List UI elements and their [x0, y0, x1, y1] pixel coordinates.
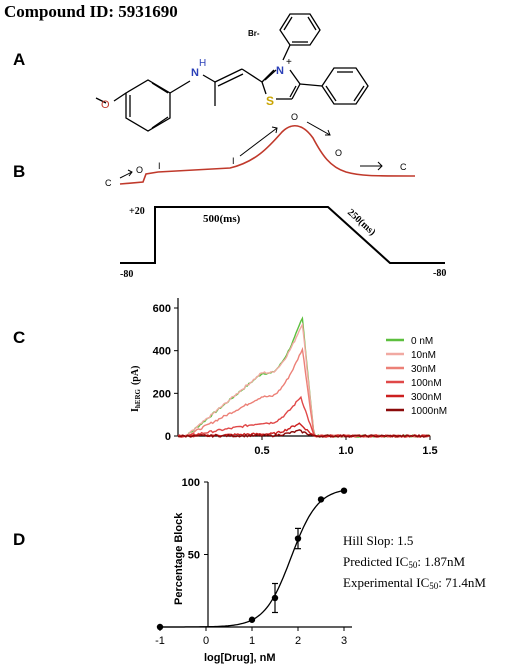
d-xtick-label: 3: [341, 635, 347, 647]
c-xtick-label: 0.5: [254, 445, 269, 457]
d-data-point-1: [248, 616, 256, 623]
experimental-ic50-value: : 71.4nM: [438, 575, 486, 590]
c-legend-label: 10nM: [411, 350, 436, 361]
holding-left-label: -80: [120, 269, 133, 280]
oxygen-atom: O: [101, 99, 110, 111]
herg-current-chart: 0 200 400 600 0.5 1.0 1.5 0 nM 10nM 30nM 100nM 30…: [130, 298, 447, 457]
experimental-ic50-prefix: Experimental IC: [343, 575, 429, 590]
state-i-second: I: [232, 156, 235, 166]
gating-scheme: C O I I O O C -80 +20 500(ms) 250(ms) -8…: [105, 112, 446, 280]
c-legend-label: 0 nM: [411, 336, 433, 347]
nh-h-atom: H: [199, 58, 206, 69]
step-duration-label: 500(ms): [203, 213, 241, 225]
d-ytick-label: 50: [188, 550, 200, 562]
c-ytick-label: 600: [153, 303, 171, 315]
holding-right-label: -80: [433, 268, 446, 279]
state-c-end: C: [400, 162, 407, 172]
charge-plus: +: [286, 57, 292, 68]
c-ytick-label: 0: [165, 431, 171, 443]
c-legend-label: 30nM: [411, 364, 436, 375]
state-o-decay: O: [335, 148, 342, 158]
methoxyphenyl-ring: [125, 79, 171, 132]
c-legend-label: 100nM: [411, 378, 442, 389]
d-ytick-label: 100: [182, 477, 200, 489]
c-xtick-label: 1.5: [422, 445, 437, 457]
nh-n-atom: N: [191, 67, 199, 79]
d-xlabel: log[Drug], nM: [204, 652, 275, 664]
panel-label-a: A: [13, 50, 26, 69]
predicted-ic50-prefix: Predicted IC: [343, 554, 408, 569]
hill-slope-annotation: Hill Slop: 1.5: [343, 533, 413, 548]
c-legend-label: 300nM: [411, 392, 442, 403]
state-trace: [119, 125, 416, 185]
n-phenyl-ring: [279, 13, 321, 46]
state-o-early: O: [136, 165, 143, 175]
state-c-start: C: [105, 178, 112, 188]
d-ylabel: Percentage Block: [173, 512, 185, 605]
c-legend-label: 1000nM: [411, 406, 447, 417]
c-ytick-label: 200: [153, 388, 171, 400]
c-trace-5: [178, 429, 431, 438]
ramp-duration-label: 250(ms): [345, 207, 378, 238]
c-ylabel-sub: hERG: [134, 388, 142, 408]
d-xtick-label: 0: [203, 635, 209, 647]
d-xtick-label: 1: [249, 635, 255, 647]
state-o-peak: O: [291, 112, 298, 122]
c-ylabel-unit: (pA): [130, 366, 141, 385]
c-trace-2: [177, 346, 431, 439]
c-ylabel: IhERG (pA): [130, 366, 142, 412]
d-data-point-0: [156, 623, 164, 631]
predicted-ic50-value: : 1.87nM: [417, 554, 465, 569]
step-voltage-label: +20: [129, 206, 145, 217]
experimental-ic50-annotation: Experimental IC50: 71.4nM: [343, 575, 486, 591]
d-data-point-2: [271, 594, 279, 602]
voltage-protocol: [120, 206, 445, 264]
panel-label-b: B: [13, 162, 26, 181]
thiazole-n-atom: N: [276, 65, 284, 77]
dose-response-chart: 50 100 -1 0 1 2 3 Percentage Block log[Drug],…: [155, 477, 486, 664]
d-data-point-3: [294, 535, 302, 542]
d-xtick-label: -1: [155, 635, 165, 647]
sulfur-atom: S: [266, 94, 274, 108]
c-xtick-label: 1.0: [338, 445, 353, 457]
c-ytick-label: 400: [153, 346, 171, 358]
panel-label-d: D: [13, 530, 26, 549]
d-data-point-5: [340, 487, 348, 494]
d-xtick-label: 2: [295, 635, 301, 647]
state-i-first: I: [158, 161, 161, 171]
c-trace-3: [178, 395, 431, 438]
d-data-point-4: [317, 496, 325, 503]
chemical-structure: O N H N + S Br-: [95, 13, 369, 132]
predicted-ic50-sub: 50: [408, 560, 418, 570]
predicted-ic50-annotation: Predicted IC50: 1.87nM: [343, 554, 465, 570]
experimental-ic50-sub: 50: [429, 581, 439, 591]
c-ylabel-main: I: [130, 408, 141, 412]
c-phenyl-ring: [321, 67, 369, 105]
figure-title: Compound ID: 5931690: [4, 2, 178, 21]
panel-label-c: C: [13, 328, 26, 347]
counterion-label: Br-: [248, 29, 260, 38]
